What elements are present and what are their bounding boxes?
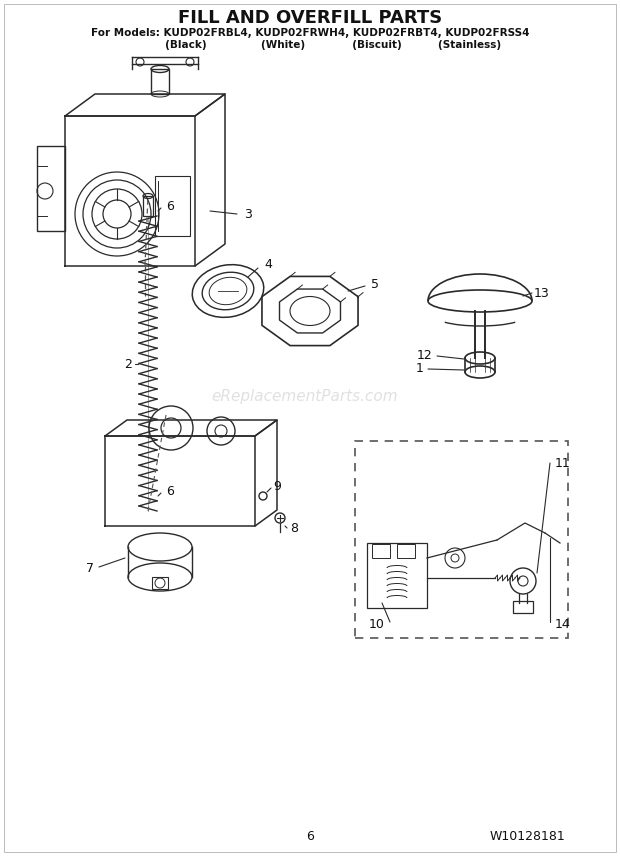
Text: 10: 10 (369, 617, 385, 631)
Text: 7: 7 (86, 562, 94, 575)
Text: 14: 14 (555, 617, 571, 631)
Bar (152, 577, 168, 589)
Bar (143, 196, 153, 216)
Bar (37, 146, 65, 231)
Text: (Black)               (White)             (Biscuit)          (Stainless): (Black) (White) (Biscuit) (Stainless) (118, 40, 502, 50)
Bar (155, 176, 190, 236)
Text: 8: 8 (290, 521, 298, 534)
Text: 4: 4 (264, 258, 272, 270)
Bar (397, 544, 415, 558)
Text: eReplacementParts.com: eReplacementParts.com (211, 389, 398, 403)
Text: FILL AND OVERFILL PARTS: FILL AND OVERFILL PARTS (178, 9, 442, 27)
Text: 12: 12 (417, 348, 433, 361)
Text: 6: 6 (306, 829, 314, 842)
Bar (367, 543, 427, 608)
Text: 6: 6 (166, 199, 174, 212)
Text: 9: 9 (273, 479, 281, 492)
Text: 1: 1 (416, 361, 424, 375)
Bar (151, 69, 169, 94)
Text: 5: 5 (371, 277, 379, 290)
Text: 2: 2 (124, 358, 132, 371)
Text: 6: 6 (166, 484, 174, 497)
Text: 13: 13 (534, 287, 550, 300)
Bar (372, 544, 390, 558)
Text: W10128181: W10128181 (489, 829, 565, 842)
Text: For Models: KUDP02FRBL4, KUDP02FRWH4, KUDP02FRBT4, KUDP02FRSS4: For Models: KUDP02FRBL4, KUDP02FRWH4, KU… (91, 28, 529, 38)
Bar (513, 601, 533, 613)
Text: 3: 3 (244, 207, 252, 221)
Text: 11: 11 (555, 456, 571, 469)
Bar (355, 441, 568, 638)
